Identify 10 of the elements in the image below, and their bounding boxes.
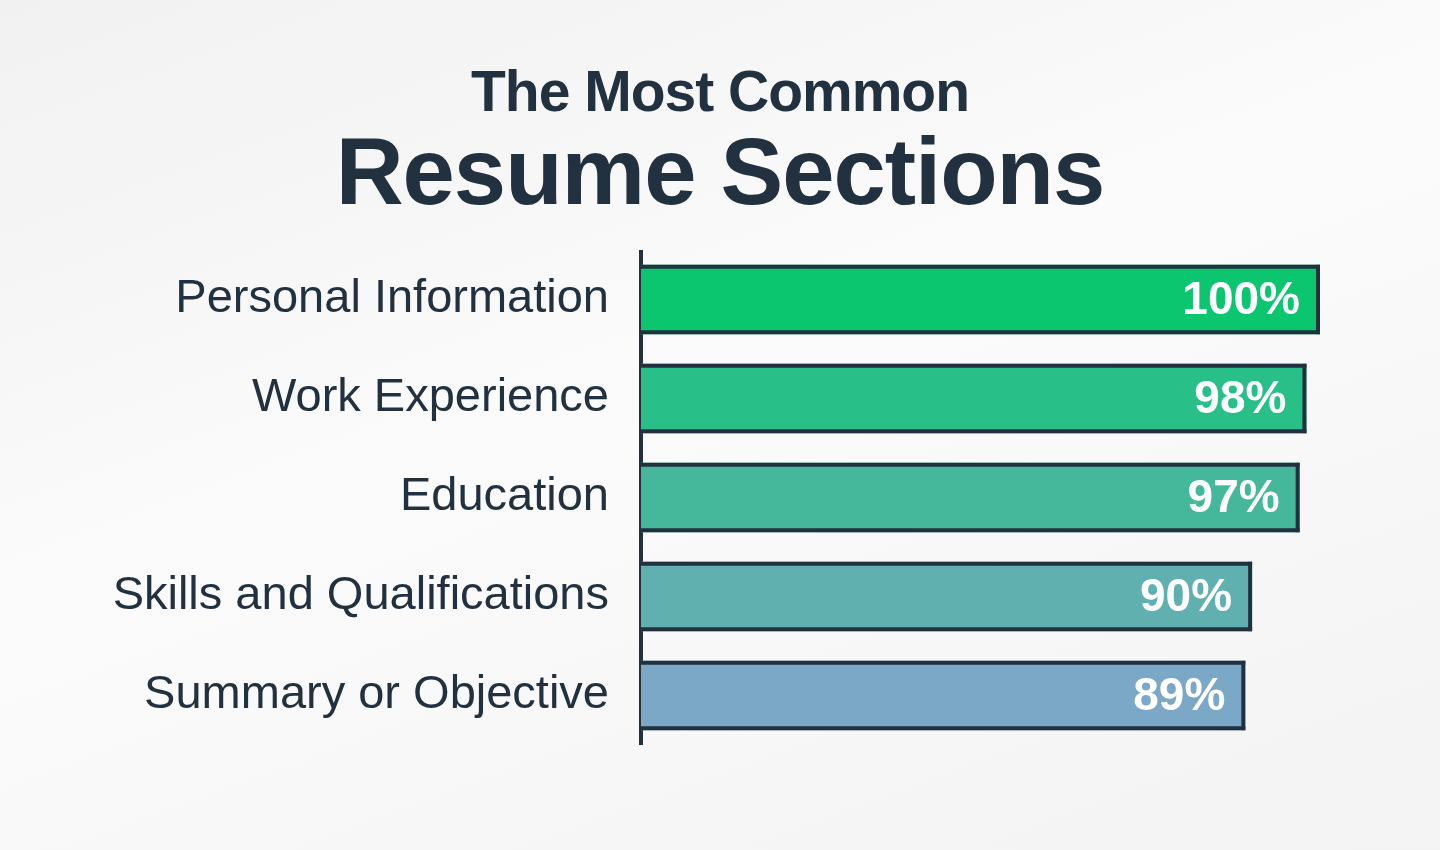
data-label: 100% (1182, 272, 1300, 325)
y-tick-label: Education (399, 467, 609, 521)
y-tick-label: Skills and Qualifications (112, 566, 609, 620)
data-label: 98% (1194, 371, 1287, 424)
y-tick-label: Personal Information (175, 269, 609, 323)
y-tick-label: Work Experience (252, 368, 609, 422)
data-label: 89% (1133, 668, 1226, 721)
data-label: 90% (1140, 569, 1233, 622)
data-label: 97% (1187, 470, 1280, 523)
y-tick-label: Summary or Objective (144, 665, 609, 719)
